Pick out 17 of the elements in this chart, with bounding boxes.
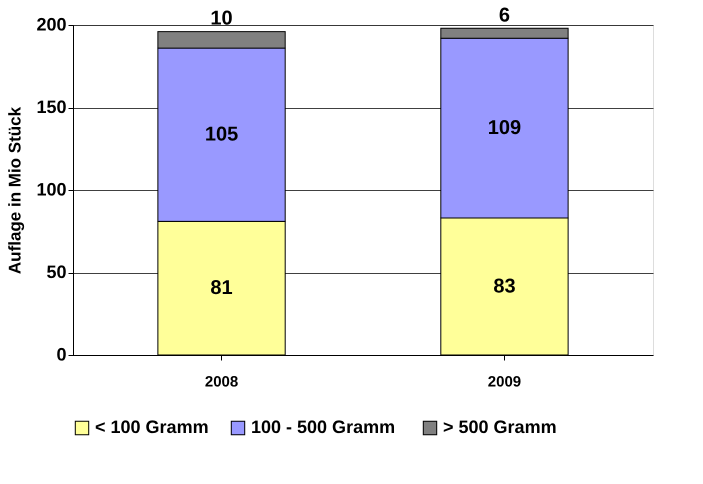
x-tick-label: 2009 [488, 374, 522, 390]
legend-label: < 100 Gramm [95, 417, 209, 437]
data-label: 10 [210, 8, 233, 30]
data-label: 109 [488, 117, 522, 140]
y-tick-label: 50 [46, 262, 66, 282]
y-tick-label: 150 [36, 97, 66, 117]
y-tick-label: 200 [36, 14, 66, 34]
data-label: 81 [210, 277, 233, 300]
data-label: 105 [204, 124, 238, 146]
data-label: 6 [498, 4, 510, 26]
data-label: 83 [493, 276, 516, 298]
y-axis-title: Auflage in Mio Stück [5, 106, 24, 274]
x-tick-label: 2008 [204, 374, 238, 390]
legend-label: > 500 Gramm [443, 417, 557, 437]
y-tick-label: 0 [56, 344, 66, 364]
y-tick-label: 100 [36, 180, 66, 200]
legend-label: 100 - 500 Gramm [251, 417, 396, 437]
